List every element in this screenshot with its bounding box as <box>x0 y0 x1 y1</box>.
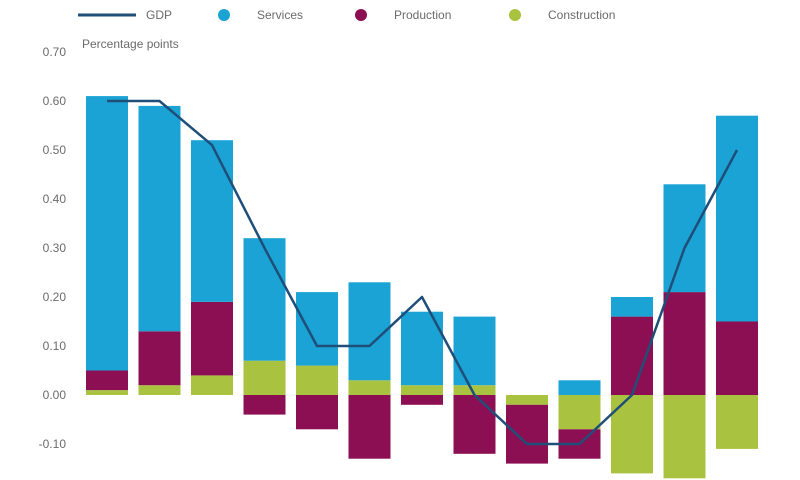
bar-construction-7 <box>401 385 443 395</box>
bar-production-8 <box>453 395 496 454</box>
y-tick-label: 0.00 <box>43 388 67 402</box>
bar-production-4 <box>243 395 286 415</box>
y-tick-label: 0.40 <box>43 192 67 206</box>
y-tick-label: -0.10 <box>39 437 67 451</box>
bar-services-4 <box>243 238 286 361</box>
legend-swatch-construction <box>509 9 521 21</box>
bar-production-9 <box>506 404 548 464</box>
bar-production-13 <box>716 321 758 395</box>
gdp-line <box>107 99 739 446</box>
bar-services-1 <box>86 96 128 371</box>
bar-services-5 <box>296 292 338 366</box>
bar-construction-2 <box>138 385 181 395</box>
bar-production-7 <box>401 395 443 405</box>
bar-construction-3 <box>191 375 233 395</box>
bar-services-8 <box>453 316 496 386</box>
bar-production-2 <box>138 331 181 386</box>
legend-label-gdp: GDP <box>146 8 172 22</box>
legend-label-construction: Construction <box>548 8 615 22</box>
bar-production-12 <box>663 292 706 395</box>
bar-construction-6 <box>348 380 391 395</box>
bar-construction-10 <box>558 395 601 430</box>
legend-swatch-services <box>218 9 230 21</box>
bar-services-12 <box>663 184 706 293</box>
bar-production-6 <box>348 395 391 459</box>
bar-services-10 <box>558 380 601 395</box>
bar-services-11 <box>611 297 653 317</box>
bar-services-3 <box>191 140 233 302</box>
bar-construction-4 <box>243 360 286 395</box>
legend-label-production: Production <box>394 8 451 22</box>
bar-construction-1 <box>86 390 128 395</box>
y-axis-ticks: 0.70 0.60 0.50 0.40 0.30 0.20 0.10 0.00 -0.10 <box>39 45 67 451</box>
bar-construction-9 <box>506 395 548 405</box>
bar-services-2 <box>138 105 181 332</box>
bar-production-1 <box>86 370 128 391</box>
y-tick-label: 0.30 <box>43 241 67 255</box>
bar-construction-5 <box>296 365 338 395</box>
legend: GDP Services Production Construction <box>78 8 615 22</box>
bar-construction-12 <box>663 395 706 479</box>
bars <box>86 96 758 479</box>
bar-construction-11 <box>611 395 653 474</box>
y-tick-label: 0.50 <box>43 143 67 157</box>
bar-production-5 <box>296 395 338 430</box>
bar-construction-8 <box>453 385 496 395</box>
y-axis-title: Percentage points <box>82 37 179 51</box>
bar-production-3 <box>191 301 233 376</box>
y-tick-label: 0.70 <box>43 45 67 59</box>
bar-construction-13 <box>716 395 758 449</box>
y-tick-label: 0.20 <box>43 290 67 304</box>
legend-swatch-production <box>355 9 367 21</box>
bar-services-13 <box>716 115 758 322</box>
y-tick-label: 0.60 <box>43 94 67 108</box>
legend-label-services: Services <box>257 8 303 22</box>
y-tick-label: 0.10 <box>43 339 67 353</box>
